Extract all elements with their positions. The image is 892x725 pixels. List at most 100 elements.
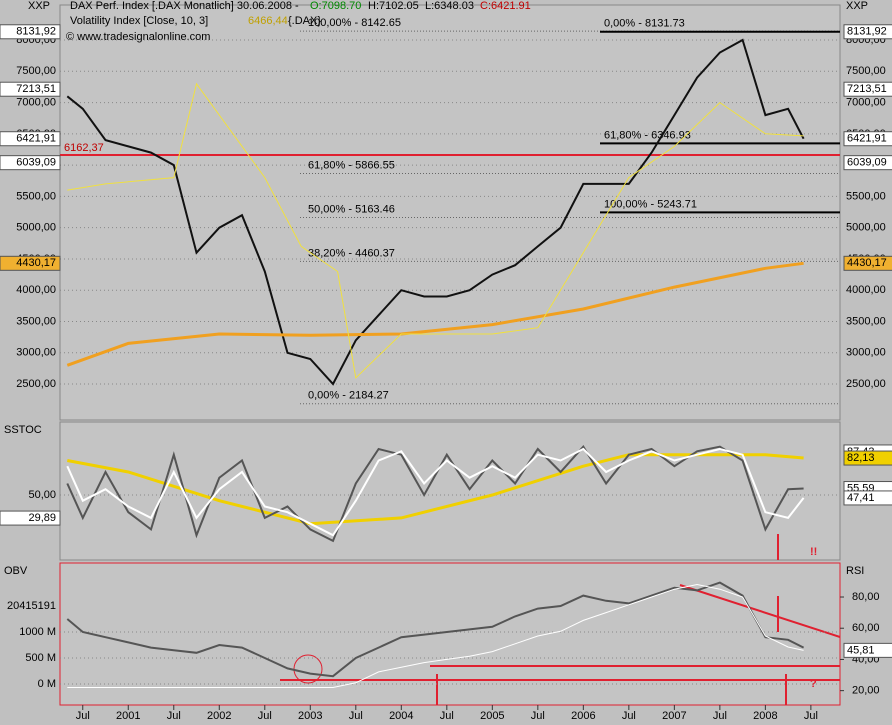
value-box-label: 8131,92 [16,26,56,38]
series-line [66,261,804,367]
value-box [843,155,892,171]
x-tick-label: Jul [258,710,272,722]
x-tick-label: Jul [713,710,727,722]
x-tick-label: Jul [349,710,363,722]
value-box-label: 8131,92 [847,26,887,38]
header-open: O:7098.70 [310,0,361,12]
value-box [0,255,61,271]
value-box-label: 4430,17 [847,257,887,269]
y-tick-label: 4000,00 [846,284,886,296]
annotations [280,534,841,705]
fib-label: 0,00% - 8131.73 [604,18,685,30]
copyright: © www.tradesignalonline.com [66,31,210,43]
series-line [67,82,804,379]
fib-label: 61,80% - 5866.55 [308,159,395,171]
trend-line [679,584,841,638]
y-tick-label: 50,00 [28,489,56,501]
obv-box-label: 20415191 [7,600,56,612]
x-tick-label: 2002 [207,710,231,722]
y2-tick-label: 60,00 [852,622,880,634]
value-box [0,155,61,171]
x-tick-label: Jul [531,710,545,722]
value-box [0,81,61,97]
value-box [843,255,892,271]
value-box-label: 7213,51 [847,83,887,95]
x-tick-label: Jul [76,710,90,722]
panel-title: OBV [4,565,28,577]
value-box-label: 6421,91 [847,133,887,145]
y-tick-label: 3000,00 [16,347,56,359]
y-tick-label: 7000,00 [16,96,56,108]
header-title: DAX Perf. Index [.DAX Monatlich] 30.06.2… [70,0,299,12]
value-box-label: 47,41 [847,492,875,504]
value-box-label: 6421,91 [16,133,56,145]
header-low: L:6348.03 [425,0,474,12]
y-tick-label: 2500,00 [16,378,56,390]
y-tick-label: 4000,00 [16,284,56,296]
y-tick-label: 5500,00 [846,190,886,202]
support-label: 6162,37 [64,142,104,154]
sstoc-panel [59,421,841,561]
y-tick-label: 5000,00 [846,222,886,234]
series-line [66,581,805,678]
indicator-name: Volatility Index [Close, 10, 3] [70,15,208,27]
value-box-label: 7213,51 [16,83,56,95]
value-box-label: 6039,09 [16,157,56,169]
y-tick-label: 7500,00 [846,65,886,77]
fib-label: 50,00% - 5163.46 [308,203,395,215]
value-box [843,642,892,658]
series-line [67,453,804,526]
annotation: !! [810,546,817,558]
fib-label: 100,00% - 8142.65 [308,17,401,29]
annotation: ? [810,678,817,690]
value-box [0,510,61,526]
y-tick-label: 3000,00 [846,347,886,359]
fib-label: 0,00% - 2184.27 [308,390,389,402]
x-tick-label: 2004 [389,710,413,722]
series-line [67,583,804,688]
value-box [843,450,892,466]
fib-label: 100,00% - 5243.71 [604,198,697,210]
y-tick-label: 3500,00 [846,315,886,327]
x-tick-label: Jul [622,710,636,722]
axis-code-right: XXP [846,0,868,12]
value-box-label: 4430,17 [16,257,56,269]
x-tick-label: 2007 [662,710,686,722]
y-tick-label: 1000 M [19,626,56,638]
y-tick-label: 7000,00 [846,96,886,108]
y2-tick-label: 20,00 [852,685,880,697]
y2-tick-label: 80,00 [852,591,880,603]
x-tick-label: 2008 [753,710,777,722]
y-tick-label: 2500,00 [846,378,886,390]
value-box-label: 82,13 [847,452,875,464]
y-tick-label: 0 M [38,678,56,690]
panel-title: SSTOC [4,424,42,436]
series-line [66,38,805,386]
value-box-label: 6039,09 [847,157,887,169]
value-box [843,131,892,147]
fib-label: 38,20% - 4460.37 [308,247,395,259]
value-box [0,131,61,147]
header-close: C:6421.91 [480,0,531,12]
value-box [0,24,61,40]
value-box [843,24,892,40]
x-tick-label: 2005 [480,710,504,722]
value-box [843,81,892,97]
y-tick-label: 5000,00 [16,222,56,234]
series-line [66,447,805,537]
value-box-label: 45,81 [847,644,875,656]
y-tick-label: 5500,00 [16,190,56,202]
indicator-value: 6466,44 [248,15,288,27]
y-tick-label: 500 M [25,652,56,664]
header-high: H:7102.05 [368,0,419,12]
x-tick-label: 2006 [571,710,595,722]
y-tick-label: 3500,00 [16,315,56,327]
panel-title: RSI [846,565,864,577]
x-tick-label: Jul [440,710,454,722]
y-tick-label: 7500,00 [16,65,56,77]
value-box [843,490,892,506]
indicator-symbol: {.DAX} [288,15,321,27]
x-tick-label: Jul [167,710,181,722]
axis-code: XXP [28,0,50,12]
